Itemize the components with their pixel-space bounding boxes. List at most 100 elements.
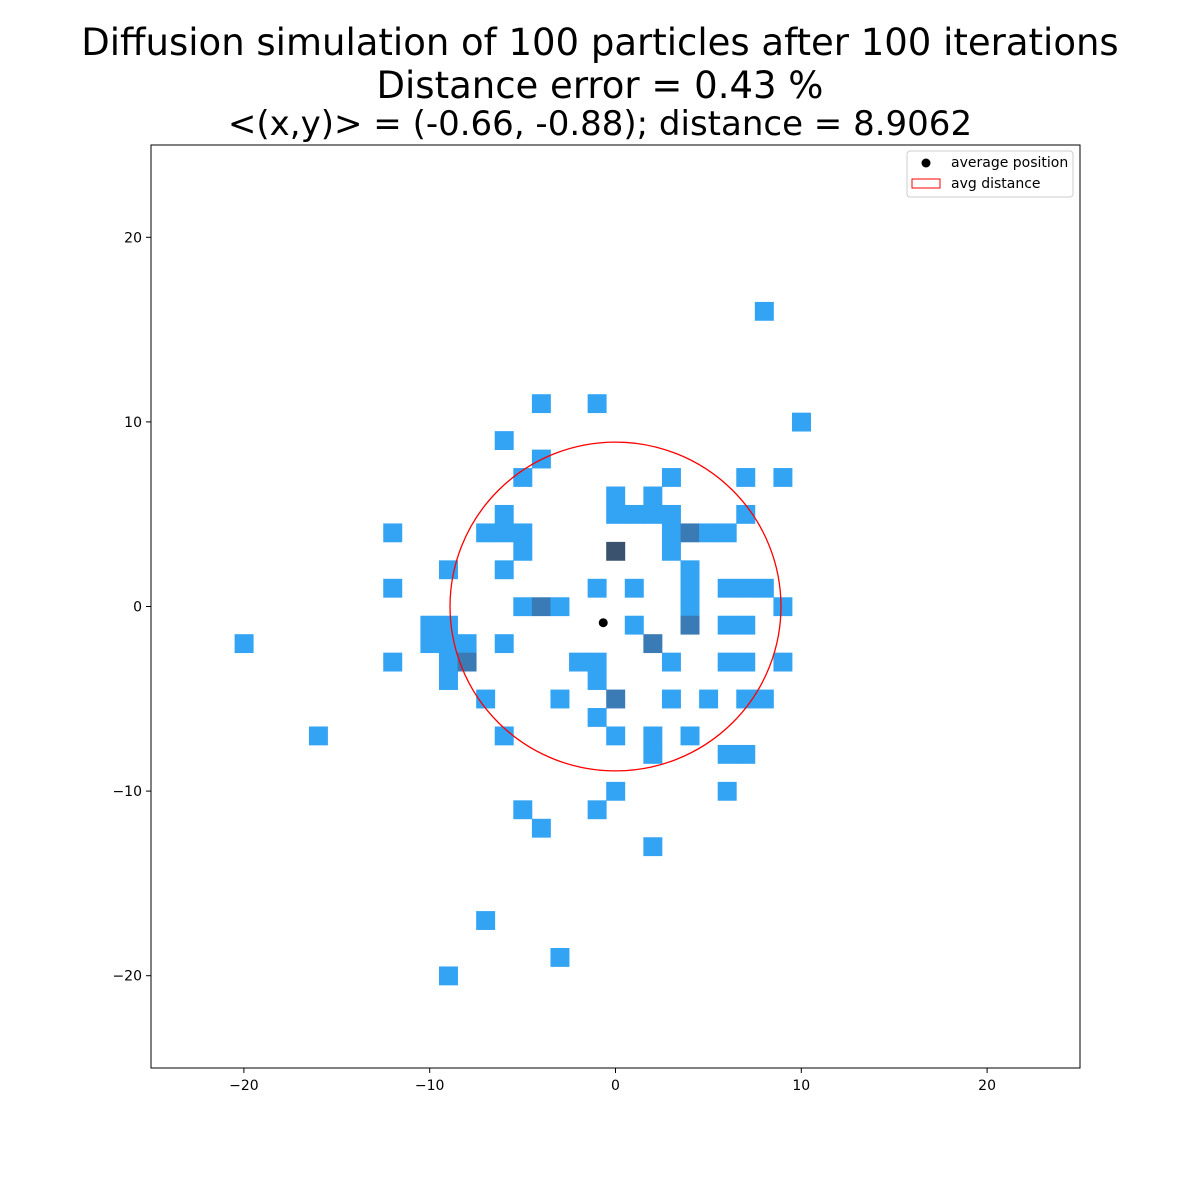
y-axis: −20 −10 0 10 20 [112,230,151,985]
heatmap-cell [550,948,570,967]
heatmap-cell [661,541,681,561]
heatmap-cell [420,615,440,635]
heatmap-cell [457,634,477,654]
heatmap-cell [643,486,663,506]
heatmap-cell [606,781,626,801]
heatmap-cell [420,634,440,654]
heatmap-cell [624,615,644,635]
heatmap-cell [569,652,589,672]
heatmap-cell [736,744,756,764]
heatmap-cell [383,523,403,543]
heatmap-cell [438,615,458,635]
legend-label-avg-distance: avg distance [951,176,1041,192]
x-tick-label: −20 [229,1078,259,1094]
x-axis: −20 −10 0 10 20 [229,1068,996,1094]
heatmap-cell [736,468,756,487]
heatmap-cell [717,578,737,598]
plot-frame [150,144,1081,1069]
heatmap-cell [717,781,737,801]
heatmap-cell [736,578,756,598]
legend: average position avg distance [906,150,1074,198]
heatmap-cell [643,634,663,654]
chart-title-line-2: Distance error = 0.43 % [376,64,824,107]
x-tick-label: −10 [415,1078,445,1094]
y-tick-label: −10 [112,784,142,800]
heatmap-cell [234,634,254,654]
heatmap-cell [754,578,774,598]
heatmap-cell [438,652,458,672]
heatmap-cell [643,504,663,524]
average-position-point [598,618,608,628]
heatmap-cell [438,671,458,690]
heatmap-cell [383,578,403,598]
heatmap-cell [680,523,700,543]
heatmap-cell [754,301,774,321]
y-tick-label: 10 [124,415,142,431]
heatmap-cell [494,504,514,524]
heatmap-cell [624,504,644,524]
overlay-layer [449,441,782,772]
heatmap-cell [587,708,607,727]
heatmap-cell [680,578,700,598]
heatmap-cell [717,523,737,543]
heatmap-cell [587,394,607,414]
heatmap-cell [680,615,700,635]
heatmap-cell [550,689,570,709]
heatmap-cell [606,726,626,746]
heatmap-cell [476,523,496,543]
heatmap-cell [494,560,514,580]
y-tick-label: −20 [112,969,142,985]
heatmap-cell [661,689,681,709]
chart-title-line-1: Diffusion simulation of 100 particles af… [81,21,1119,64]
heatmap-cell [661,652,681,672]
heatmap-cell [661,504,681,524]
heatmap-cell [550,597,570,617]
heatmap-cell [438,966,458,986]
heatmap-cell [606,504,626,524]
heatmap-cell [680,560,700,580]
heatmap-cell [494,431,514,450]
heatmap-cell [494,726,514,746]
heatmap-cell [699,689,719,709]
heatmap-cell [531,597,551,617]
heatmap-cell [736,504,756,524]
heatmap-cell [643,744,663,764]
legend-marker-average-position [921,158,931,168]
heatmap-cells [234,301,811,986]
heatmap-cell [513,800,533,820]
heatmap-cell [736,652,756,672]
heatmap-cell [494,634,514,654]
heatmap-cell [717,744,737,764]
x-tick-label: 20 [978,1078,996,1094]
heatmap-cell [531,394,551,414]
heatmap-cell [643,837,663,857]
legend-label-average-position: average position [951,155,1068,171]
heatmap-cell [587,652,607,672]
y-tick-label: 20 [124,230,142,246]
heatmap-cell [494,523,514,543]
heatmap-cell [438,560,458,580]
heatmap-cell [680,726,700,746]
legend-box [906,150,1074,198]
heatmap-cell [606,541,626,561]
heatmap-cell [792,412,811,432]
heatmap-cell [457,652,477,672]
heatmap-cell [476,689,496,709]
chart-title-line-3: <(x,y)> = (-0.66, -0.88); distance = 8.9… [227,104,973,144]
heatmap-cell [513,523,533,543]
heatmap-cell [773,468,793,487]
heatmap-cell [661,468,681,487]
heatmap-cell [773,597,793,617]
heatmap-cell [438,634,458,654]
heatmap-cell [606,689,626,709]
heatmap-cell [736,689,756,709]
x-tick-label: 10 [792,1078,810,1094]
heatmap-cell [513,541,533,561]
heatmap-cell [624,578,644,598]
x-tick-label: 0 [611,1078,620,1094]
heatmap-cell [513,468,533,487]
heatmap-cell [736,615,756,635]
heatmap-cell [754,689,774,709]
heatmap-cell [661,523,681,543]
